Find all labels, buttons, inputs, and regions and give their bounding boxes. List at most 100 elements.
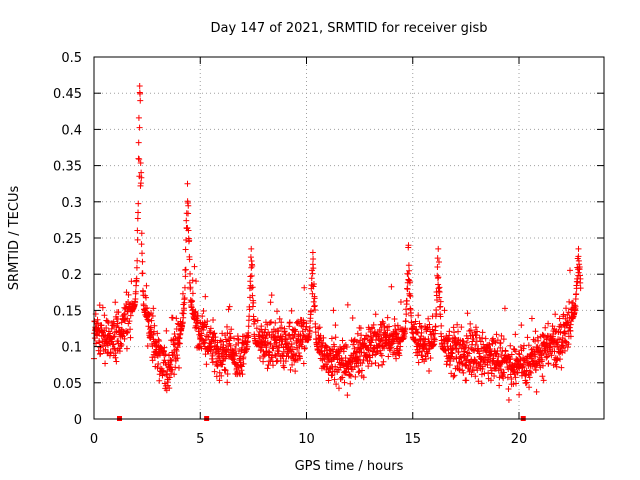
data-point <box>103 324 110 331</box>
data-point <box>482 335 489 342</box>
data-point <box>438 322 445 329</box>
data-point <box>99 304 106 311</box>
data-point <box>164 382 171 389</box>
data-point <box>225 306 232 313</box>
data-point <box>390 337 397 344</box>
data-point <box>216 369 223 376</box>
data-point <box>136 156 143 163</box>
data-point <box>240 360 247 367</box>
data-point <box>286 319 293 326</box>
data-point <box>498 332 505 339</box>
data-point <box>133 275 140 282</box>
data-point <box>316 324 323 331</box>
data-point <box>102 360 109 367</box>
data-point <box>354 356 361 363</box>
data-point <box>138 241 145 248</box>
data-point <box>573 290 580 297</box>
data-point <box>121 335 128 342</box>
data-point <box>426 321 433 328</box>
data-point <box>538 352 545 359</box>
data-point <box>435 245 442 252</box>
data-point <box>551 343 558 350</box>
data-point <box>111 333 118 340</box>
data-point <box>96 302 103 309</box>
data-point <box>416 348 423 355</box>
data-point <box>236 370 243 377</box>
data-point <box>365 363 372 370</box>
data-point <box>504 374 511 381</box>
data-point <box>247 273 254 280</box>
data-point <box>455 328 462 335</box>
data-point <box>302 326 309 333</box>
data-point <box>228 326 235 333</box>
data-point <box>147 335 154 342</box>
data-point <box>396 352 403 359</box>
data-point <box>125 291 132 298</box>
data-point <box>134 236 141 243</box>
data-point <box>333 381 340 388</box>
data-point <box>408 312 415 319</box>
data-point <box>115 309 122 316</box>
data-point <box>453 345 460 352</box>
data-point <box>460 369 467 376</box>
data-point <box>540 362 547 369</box>
data-point <box>186 256 193 263</box>
data-point <box>292 368 299 375</box>
data-point <box>402 318 409 325</box>
data-point <box>114 315 121 322</box>
data-point <box>515 350 522 357</box>
data-point <box>118 341 125 348</box>
data-point <box>523 379 530 386</box>
data-point <box>290 335 297 342</box>
data-point <box>134 215 141 222</box>
data-point <box>373 349 380 356</box>
data-point <box>542 324 549 331</box>
data-point <box>223 323 230 330</box>
data-point <box>185 210 192 217</box>
data-point <box>258 323 265 330</box>
data-point <box>184 180 191 187</box>
data-point <box>135 139 142 146</box>
data-point <box>137 159 144 166</box>
data-point <box>245 333 252 340</box>
data-point <box>488 377 495 384</box>
data-point <box>138 169 145 176</box>
data-point <box>273 358 280 365</box>
data-point <box>187 284 194 291</box>
data-point <box>365 347 372 354</box>
data-point <box>123 330 130 337</box>
data-point <box>143 282 150 289</box>
data-point <box>310 281 317 288</box>
data-point <box>467 320 474 327</box>
data-point <box>545 360 552 367</box>
data-point <box>268 318 275 325</box>
data-point <box>360 349 367 356</box>
data-point <box>339 374 346 381</box>
data-point <box>171 371 178 378</box>
data-point <box>418 329 425 336</box>
data-point <box>410 330 417 337</box>
data-point <box>185 227 192 234</box>
data-point <box>518 322 525 329</box>
data-point <box>372 311 379 318</box>
data-point <box>539 373 546 380</box>
data-point <box>479 335 486 342</box>
data-point <box>361 335 368 342</box>
data-point <box>502 348 509 355</box>
data-point <box>210 316 217 323</box>
data-point <box>183 217 190 224</box>
data-point <box>436 294 443 301</box>
data-point <box>260 358 267 365</box>
data-point <box>175 364 182 371</box>
data-point <box>343 343 350 350</box>
data-point <box>275 328 282 335</box>
data-point <box>117 343 124 350</box>
data-point <box>405 262 412 269</box>
data-point <box>312 329 319 336</box>
data-point <box>442 347 449 354</box>
data-point <box>560 342 567 349</box>
data-point <box>176 340 183 347</box>
data-point <box>393 355 400 362</box>
data-point <box>328 358 335 365</box>
